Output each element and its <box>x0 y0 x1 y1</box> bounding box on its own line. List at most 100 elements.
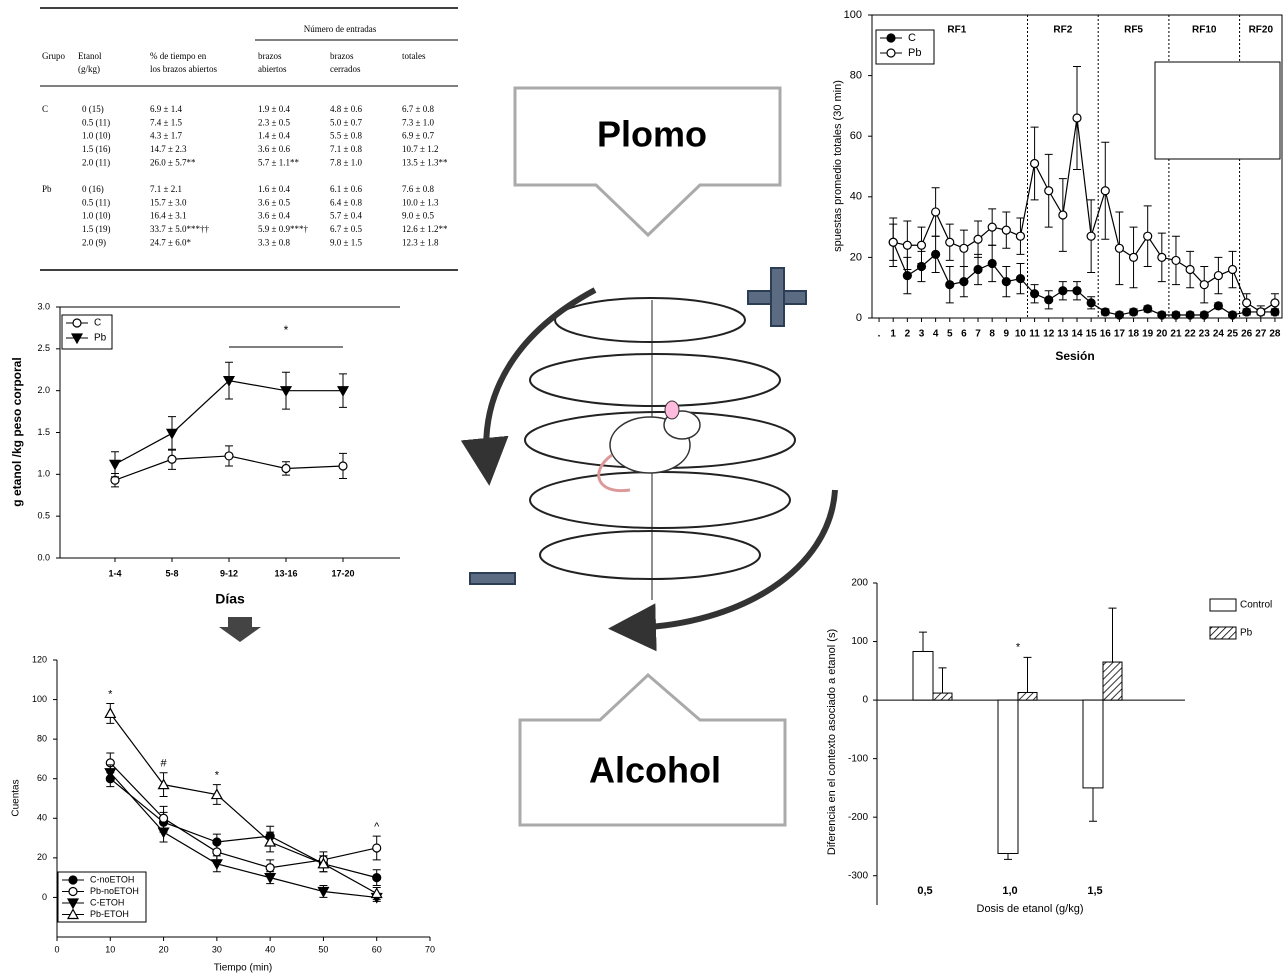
x-tick-label: 10 <box>105 944 115 954</box>
table-cell: 3.6 ± 0.6 <box>258 144 290 154</box>
legend-label: Pb <box>908 47 921 59</box>
marker <box>1087 299 1095 307</box>
y-tick-label: 120 <box>32 654 47 664</box>
x-tick-label: . <box>878 329 881 340</box>
marker <box>1172 311 1180 319</box>
marker <box>1115 311 1123 319</box>
marker <box>1200 311 1208 319</box>
plus-bar <box>771 268 784 326</box>
y-tick-label: -100 <box>848 753 868 764</box>
marker <box>960 244 968 252</box>
marker <box>932 250 940 258</box>
x-tick-label: 40 <box>265 944 275 954</box>
table-cell: 2.0 (9) <box>82 237 106 247</box>
series-line <box>110 713 376 893</box>
y-tick-label: 0.0 <box>37 552 50 562</box>
marker <box>932 208 940 216</box>
legend-label: Pb-noETOH <box>90 886 139 896</box>
diagram-label: Alcohol <box>589 750 721 791</box>
table-cell: 26.0 ± 5.7** <box>150 157 196 167</box>
marker <box>1130 253 1138 261</box>
table-cell: 33.7 ± 5.0***†† <box>150 224 209 234</box>
x-tick-label: 28 <box>1269 329 1281 340</box>
table-cell: 1.6 ± 0.4 <box>258 184 290 194</box>
y-tick-label: -200 <box>848 812 868 823</box>
marker <box>960 278 968 286</box>
marker <box>1059 287 1067 295</box>
marker <box>69 876 77 884</box>
down-arrow <box>219 617 261 642</box>
region-label: RF5 <box>1124 25 1143 36</box>
marker <box>1158 311 1166 319</box>
x-tick-label: 3 <box>919 329 925 340</box>
x-tick-label: 2 <box>905 329 911 340</box>
marker <box>946 281 954 289</box>
marker <box>167 429 177 438</box>
error-bar <box>1109 608 1117 662</box>
y-tick-label: 60 <box>37 773 47 783</box>
region-label: RF1 <box>947 25 966 36</box>
x-tick-label: 21 <box>1170 329 1182 340</box>
annotation: * <box>108 688 113 700</box>
marker <box>1130 308 1138 316</box>
curved-arrow <box>486 290 595 462</box>
x-tick-label: 20 <box>1156 329 1168 340</box>
marker <box>110 460 120 469</box>
table-cell: 6.1 ± 0.6 <box>330 184 362 194</box>
y-tick-label: 100 <box>851 636 868 647</box>
table-cell: 5.5 ± 0.8 <box>330 131 362 141</box>
spiral-loop <box>540 531 760 579</box>
column-header: brazos <box>330 51 354 61</box>
y-tick-label: 80 <box>37 734 47 744</box>
curved-arrow <box>632 490 835 628</box>
table-header: Número de entradas <box>304 24 377 34</box>
marker <box>887 34 895 42</box>
legend-swatch <box>1210 599 1236 611</box>
y-tick-label: 2.0 <box>37 385 50 395</box>
table-cell: 7.1 ± 2.1 <box>150 184 182 194</box>
table-cell: 5.9 ± 0.9***† <box>258 224 308 234</box>
x-tick-label: 60 <box>372 944 382 954</box>
table-cell: 4.3 ± 1.7 <box>150 131 182 141</box>
table-cell: 3.3 ± 0.8 <box>258 237 290 247</box>
x-tick-label: 22 <box>1185 329 1197 340</box>
marker <box>282 464 290 472</box>
x-tick-label: 30 <box>212 944 222 954</box>
x-tick-label: 18 <box>1128 329 1140 340</box>
series-line <box>110 773 376 898</box>
y-axis-label: Cuentas <box>11 779 22 816</box>
marker <box>974 235 982 243</box>
column-header: (g/kg) <box>78 64 100 74</box>
marker <box>1031 159 1039 167</box>
marker <box>1073 114 1081 122</box>
table-cell: 9.0 ± 1.5 <box>330 237 362 247</box>
group-label: C <box>42 104 48 114</box>
group-label: Pb <box>42 184 52 194</box>
table-cell: 10.7 ± 1.2 <box>402 144 438 154</box>
table-cell: 6.9 ± 0.7 <box>402 131 434 141</box>
marker <box>903 272 911 280</box>
error-bar <box>919 632 927 651</box>
y-tick-label: 0.5 <box>37 511 50 521</box>
column-header: los brazos abiertos <box>150 64 217 74</box>
page: Plomo Alcohol Número de entradasGrupoEta… <box>0 0 1286 977</box>
y-tick-label: 200 <box>851 578 868 589</box>
x-tick-label: 5-8 <box>165 568 178 578</box>
annotation: * <box>215 770 220 782</box>
annotation: # <box>161 758 168 770</box>
x-tick-label: 70 <box>425 944 435 954</box>
annotation: ^ <box>374 821 380 833</box>
table-cell: 13.5 ± 1.3** <box>402 157 448 167</box>
marker <box>111 476 119 484</box>
table-cell: 1.0 (10) <box>82 131 111 141</box>
y-axis-label: g etanol /kg peso corporal <box>10 357 24 506</box>
column-header: cerrados <box>330 64 361 74</box>
bar <box>933 693 952 700</box>
table-cell: 7.6 ± 0.8 <box>402 184 434 194</box>
table-cell: 5.7 ± 1.1** <box>258 157 299 167</box>
marker <box>1243 299 1251 307</box>
error-bar <box>939 668 947 693</box>
arrow-box <box>515 88 780 235</box>
diagram-label: Plomo <box>597 114 707 155</box>
marker <box>988 259 996 267</box>
